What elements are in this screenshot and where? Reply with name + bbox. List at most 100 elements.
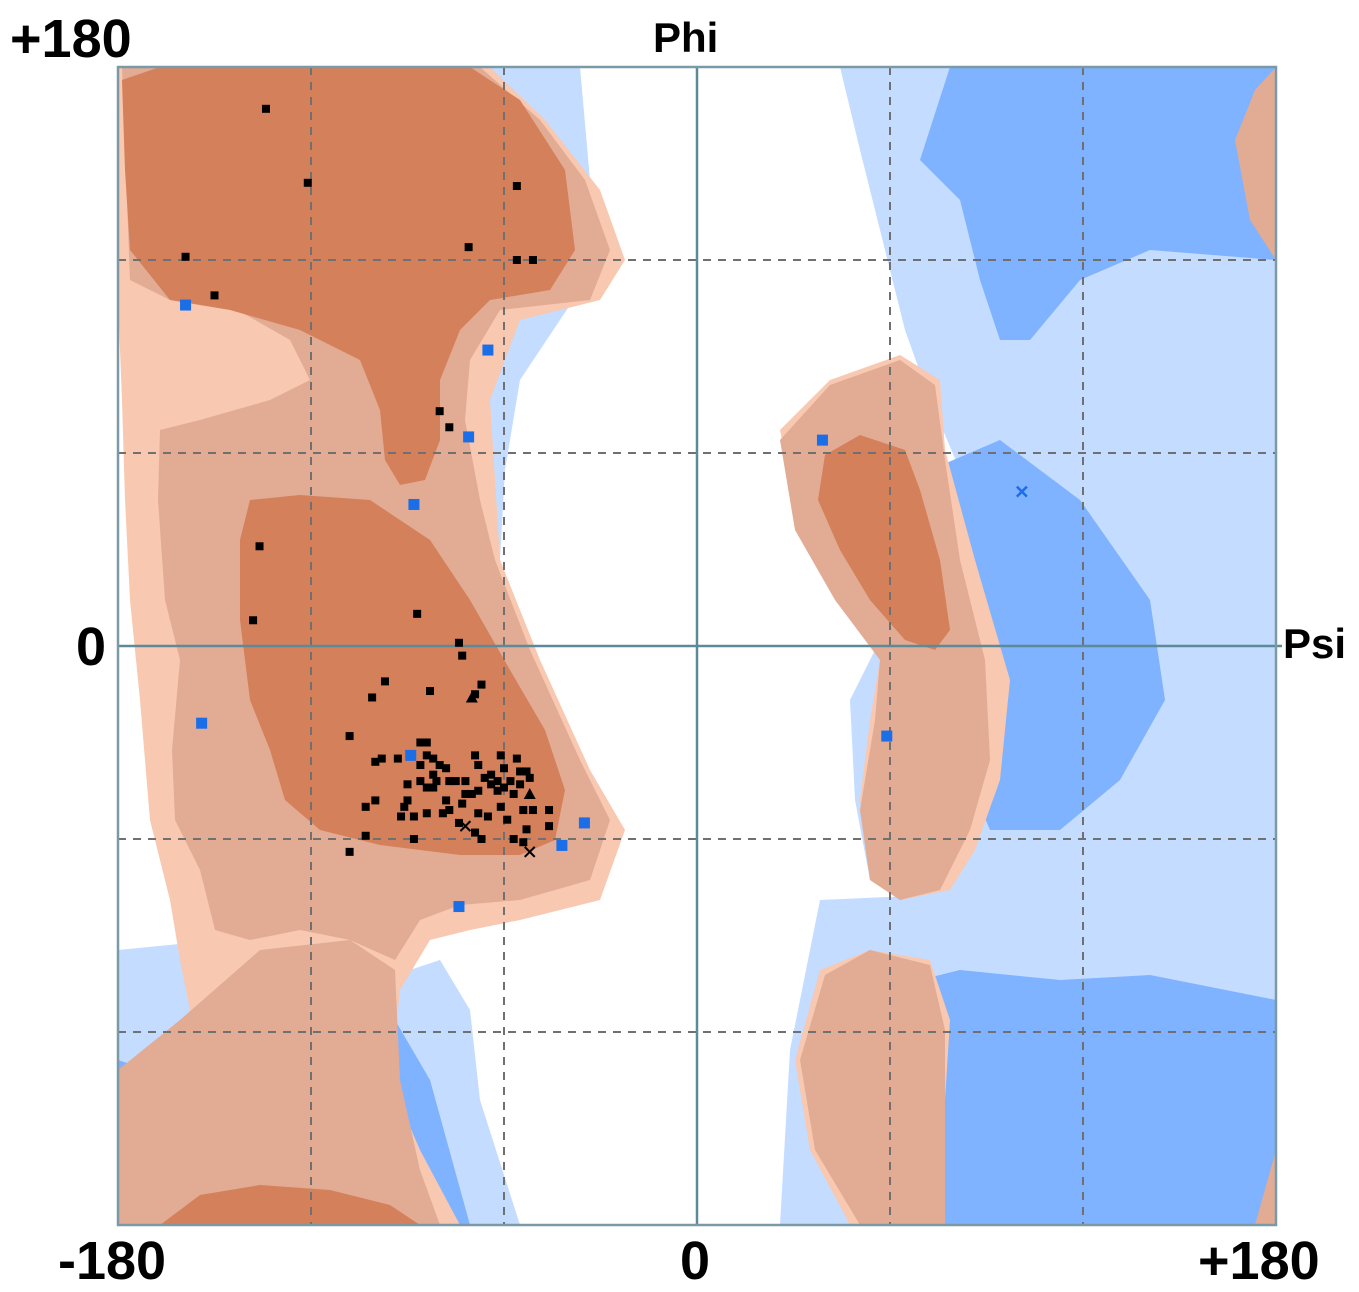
residue-point xyxy=(442,796,451,805)
residue-point xyxy=(435,761,444,770)
cross-point xyxy=(459,820,472,832)
residue-point xyxy=(255,542,264,551)
residue-point xyxy=(483,812,492,821)
glycine-point xyxy=(405,749,417,761)
glycine-point xyxy=(578,817,590,829)
residue-point xyxy=(519,838,528,847)
psi-axis-label: Psi xyxy=(1283,620,1347,667)
residue-point xyxy=(528,256,537,264)
x-zero-tick-label: 0 xyxy=(680,1231,711,1291)
residue-point xyxy=(512,754,521,763)
residue-point xyxy=(435,407,444,416)
residue-point xyxy=(432,777,441,786)
residue-point xyxy=(345,847,354,856)
residue-point xyxy=(371,757,380,766)
glycine-point xyxy=(881,730,893,742)
residue-point xyxy=(445,806,454,815)
y-max-tick-label: +180 xyxy=(10,9,132,69)
residue-point xyxy=(496,802,505,811)
residue-point xyxy=(422,751,431,760)
cross-point xyxy=(524,846,536,858)
residue-point xyxy=(512,256,521,264)
y-zero-tick-label: 0 xyxy=(76,617,107,677)
residue-point xyxy=(445,777,454,786)
residue-point xyxy=(422,809,431,818)
residue-point xyxy=(496,751,505,760)
residue-point xyxy=(493,777,502,786)
residue-point xyxy=(461,789,470,798)
residue-point xyxy=(503,815,512,824)
residue-point xyxy=(467,789,476,798)
glycine-point xyxy=(816,434,828,446)
residue-point xyxy=(438,809,447,818)
residue-point xyxy=(487,780,496,789)
residue-point xyxy=(471,828,480,837)
residue-point xyxy=(416,761,425,770)
residue-point xyxy=(426,687,435,696)
residue-point xyxy=(368,693,377,702)
residue-point xyxy=(422,738,431,747)
residue-point xyxy=(371,796,380,805)
residue-point xyxy=(474,761,483,770)
residue-point xyxy=(261,104,270,113)
residue-point xyxy=(181,252,190,261)
residue-point xyxy=(400,802,409,811)
glycine-point xyxy=(482,344,494,356)
glycine-point xyxy=(453,901,465,913)
glycine-point xyxy=(408,498,420,510)
residue-point xyxy=(461,777,470,786)
residue-point xyxy=(429,754,438,763)
x-min-tick-label: -180 xyxy=(58,1231,167,1291)
residue-point xyxy=(477,835,486,843)
residue-point xyxy=(454,638,463,647)
residue-point xyxy=(480,773,489,782)
residue-point xyxy=(474,786,483,795)
residue-point xyxy=(416,738,425,747)
residue-point xyxy=(416,777,425,786)
residue-point xyxy=(506,777,515,786)
residue-point xyxy=(429,770,438,779)
cross-point xyxy=(1015,485,1028,498)
residue-point xyxy=(493,786,502,795)
residue-point xyxy=(380,677,389,686)
glycine-point xyxy=(196,717,208,729)
residue-point xyxy=(519,806,528,815)
phi-axis-label: Phi xyxy=(653,14,719,61)
residue-point xyxy=(454,818,463,827)
residue-point xyxy=(445,423,454,432)
proline-point xyxy=(465,691,478,703)
glycine-point xyxy=(463,431,475,443)
residue-point xyxy=(512,182,521,191)
residue-point xyxy=(516,780,525,789)
residue-point xyxy=(249,616,258,625)
glycine-point xyxy=(180,299,192,311)
region-contours xyxy=(118,67,1276,1225)
residue-point xyxy=(458,799,467,808)
residue-point xyxy=(522,767,531,776)
residue-point xyxy=(361,802,370,811)
residue-point xyxy=(509,835,518,843)
residue-point xyxy=(403,796,412,805)
residue-point xyxy=(477,680,486,689)
plot-frame xyxy=(116,65,1278,1227)
residue-point xyxy=(500,783,508,792)
grid xyxy=(118,67,1276,1225)
residue-point xyxy=(442,764,451,773)
residue-point xyxy=(471,751,480,760)
residue-point xyxy=(451,777,460,786)
residue-point xyxy=(528,806,537,815)
proline-point xyxy=(523,787,536,799)
residue-point xyxy=(409,812,418,821)
residue-point xyxy=(500,764,508,773)
residue-point xyxy=(377,754,386,763)
residue-point xyxy=(458,651,467,660)
residue-point xyxy=(516,767,525,776)
residue-point xyxy=(471,690,480,699)
residue-point xyxy=(545,806,554,815)
residue-point xyxy=(509,789,518,798)
residue-point xyxy=(409,835,418,843)
glycine-point xyxy=(556,839,568,851)
residue-point xyxy=(525,773,534,782)
favoured-region xyxy=(122,67,950,1225)
